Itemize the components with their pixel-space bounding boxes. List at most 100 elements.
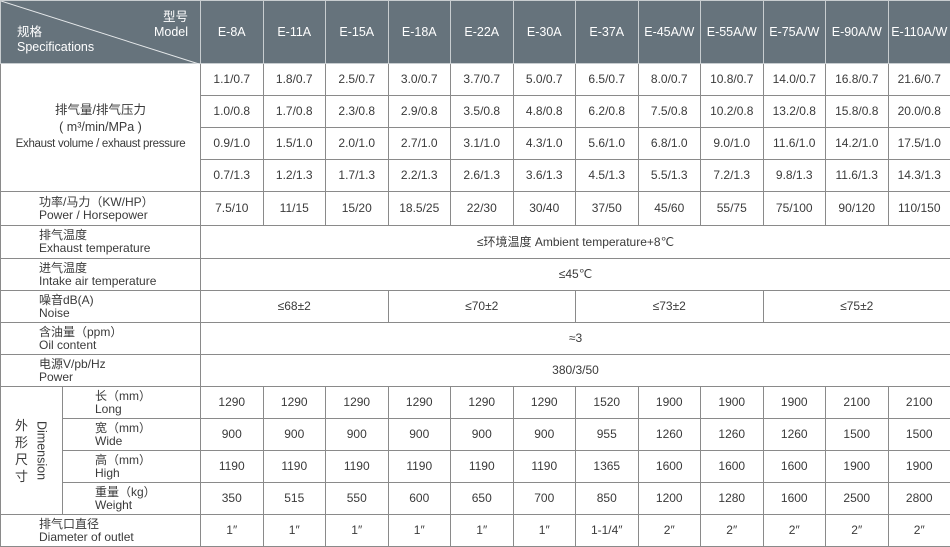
exhaust-value: 14.3/1.3 xyxy=(887,159,950,192)
exhaust-value: 6.2/0.8 xyxy=(575,95,639,128)
model-header: E-110A/W xyxy=(887,0,950,64)
exhaust-value: 14.2/1.0 xyxy=(825,127,889,160)
dimension-value: 900 xyxy=(387,418,451,451)
dimension-value: 515 xyxy=(262,482,326,515)
dimension-value: 1290 xyxy=(200,386,264,419)
power-value: 7.5/10 xyxy=(200,191,264,226)
exhaust-value: 6.5/0.7 xyxy=(575,63,639,96)
dimension-value: 350 xyxy=(200,482,264,515)
outlet-value: 2″ xyxy=(887,514,950,547)
dimension-value: 1260 xyxy=(762,418,826,451)
outlet-value: 2″ xyxy=(825,514,889,547)
power-value: 90/120 xyxy=(825,191,889,226)
model-header: E-15A xyxy=(325,0,389,64)
power-supply-label-zh: 电源V/pb/Hz xyxy=(39,356,106,371)
exhaust-value: 7.2/1.3 xyxy=(700,159,764,192)
noise-value: ≤68±2 xyxy=(200,290,389,323)
dim-label-zh: 宽（mm） xyxy=(95,420,151,435)
dimension-value: 1600 xyxy=(762,482,826,515)
dimension-value: 1600 xyxy=(637,450,701,483)
exhaust-value: 2.0/1.0 xyxy=(325,127,389,160)
oil-content-label: 含油量（ppm） Oil content xyxy=(0,322,201,355)
exhaust-value: 1.8/0.7 xyxy=(262,63,326,96)
dimension-sub-label: 长（mm） Long xyxy=(62,386,201,419)
exhaust-value: 11.6/1.0 xyxy=(762,127,826,160)
dimension-value: 1365 xyxy=(575,450,639,483)
dimension-sub-label: 高（mm） High xyxy=(62,450,201,483)
noise-value: ≤75±2 xyxy=(762,290,950,323)
exhaust-value: 3.1/1.0 xyxy=(450,127,514,160)
exhaust-label-en: Exhaust volume / exhaust pressure xyxy=(15,138,186,150)
exhaust-value: 3.5/0.8 xyxy=(450,95,514,128)
dim-label-zh: 重量（kg） xyxy=(95,484,156,499)
table-row: 1.0/0.8 1.7/0.8 2.3/0.8 2.9/0.8 3.5/0.8 4.8/0… xyxy=(1,95,950,128)
noise-label: 噪音dB(A) Noise xyxy=(0,290,201,323)
dimension-value: 1260 xyxy=(637,418,701,451)
dimension-value: 1290 xyxy=(325,386,389,419)
exhaust-value: 1.5/1.0 xyxy=(262,127,326,160)
dimension-value: 1190 xyxy=(387,450,451,483)
exhaust-value: 11.6/1.3 xyxy=(825,159,889,192)
outlet-value: 1″ xyxy=(200,514,264,547)
dimension-value: 1600 xyxy=(762,450,826,483)
intake-temp-label-en: Intake air temperature xyxy=(39,273,157,288)
exhaust-value: 6.8/1.0 xyxy=(637,127,701,160)
exhaust-label: 排气量/排气压力 ( m³/min/MPa ) Exhaust volume / e… xyxy=(0,63,201,192)
dimension-value: 1190 xyxy=(262,450,326,483)
outlet-value: 1″ xyxy=(325,514,389,547)
exhaust-value: 9.0/1.0 xyxy=(700,127,764,160)
dimension-value: 1520 xyxy=(575,386,639,419)
dim-label-en: Weight xyxy=(95,497,133,512)
dimension-value: 600 xyxy=(387,482,451,515)
exhaust-value: 5.5/1.3 xyxy=(637,159,701,192)
table-row: 排气量/排气压力 ( m³/min/MPa ) Exhaust volume / e… xyxy=(0,63,950,192)
exhaust-value: 2.3/0.8 xyxy=(325,95,389,128)
model-header: E-11A xyxy=(262,0,326,64)
outlet-value: 1″ xyxy=(387,514,451,547)
exhaust-label-zh: 排气量/排气压力 xyxy=(55,103,146,117)
exhaust-value: 3.6/1.3 xyxy=(512,159,576,192)
dimension-label-en: Dimension xyxy=(34,420,49,481)
exhaust-value: 4.8/0.8 xyxy=(512,95,576,128)
dimension-value: 900 xyxy=(200,418,264,451)
dimension-value: 2100 xyxy=(887,386,950,419)
noise-value: ≤70±2 xyxy=(387,290,576,323)
outlet-label: 排气口直径 Diameter of outlet xyxy=(0,514,201,547)
dimension-value: 650 xyxy=(450,482,514,515)
power-value: 22/30 xyxy=(450,191,514,226)
spec-label-en: Specifications xyxy=(17,40,95,54)
exhaust-value: 8.0/0.7 xyxy=(637,63,701,96)
power-label: 功率/马力（KW/HP） Power / Horsepower xyxy=(0,191,201,226)
dimension-value: 2500 xyxy=(825,482,889,515)
model-header: E-18A xyxy=(387,0,451,64)
model-header: E-45A/W xyxy=(637,0,701,64)
dimension-value: 900 xyxy=(325,418,389,451)
exhaust-value: 5.6/1.0 xyxy=(575,127,639,160)
power-supply-value: 380/3/50 xyxy=(200,354,950,387)
dimension-value: 1280 xyxy=(700,482,764,515)
dimension-value: 1190 xyxy=(512,450,576,483)
exhaust-value: 0.9/1.0 xyxy=(200,127,264,160)
diagonal-line xyxy=(1,1,200,64)
dimension-value: 1290 xyxy=(387,386,451,419)
oil-content-value: ≈3 xyxy=(200,322,950,355)
dimension-value: 1190 xyxy=(450,450,514,483)
power-value: 110/150 xyxy=(887,191,950,226)
exhaust-value: 1.7/0.8 xyxy=(262,95,326,128)
outlet-label-zh: 排气口直径 xyxy=(39,516,100,531)
exhaust-value: 2.7/1.0 xyxy=(387,127,451,160)
dimension-value: 900 xyxy=(262,418,326,451)
dimension-label-zh: 外形尺寸 xyxy=(14,417,28,484)
outlet-value: 2″ xyxy=(637,514,701,547)
exhaust-value: 14.0/0.7 xyxy=(762,63,826,96)
outlet-value: 1″ xyxy=(512,514,576,547)
dimension-value: 900 xyxy=(512,418,576,451)
exhaust-temp-value: ≤环境温度 Ambient temperature+8℃ xyxy=(200,225,950,259)
model-header: E-90A/W xyxy=(825,0,889,64)
exhaust-temp-label-zh: 排气温度 xyxy=(39,228,88,242)
exhaust-value: 3.0/0.7 xyxy=(387,63,451,96)
dimension-value: 1290 xyxy=(262,386,326,419)
outlet-value: 1″ xyxy=(450,514,514,547)
power-supply-label-en: Power xyxy=(39,369,74,384)
